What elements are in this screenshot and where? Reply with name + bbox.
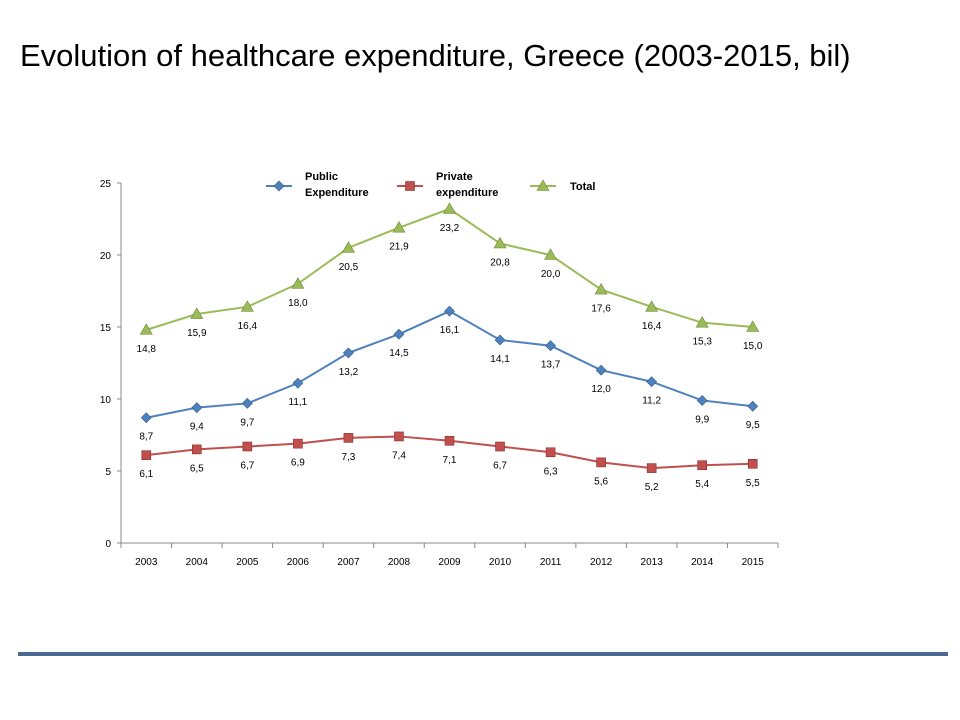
- data-label: 5,2: [645, 482, 659, 493]
- data-label: 21,9: [389, 242, 409, 253]
- data-point: [293, 378, 303, 388]
- data-label: 11,1: [289, 397, 308, 408]
- data-label: 15,9: [187, 328, 207, 339]
- data-point: [241, 301, 253, 312]
- line-chart: 0 5 10 15 20 25 2003 2004 2005 2006 2007 2008 2009 20…: [0, 0, 960, 720]
- data-label: 16,1: [440, 325, 460, 336]
- data-label: 9,5: [746, 420, 760, 431]
- data-label: 9,9: [695, 414, 709, 425]
- data-point: [647, 377, 657, 387]
- data-point: [292, 278, 304, 289]
- y-tick-label: 10: [100, 395, 112, 406]
- legend-marker: [274, 181, 284, 191]
- bottom-divider: [18, 652, 948, 656]
- data-label: 13,7: [541, 360, 561, 371]
- data-point: [546, 341, 556, 351]
- data-label: 18,0: [288, 298, 308, 309]
- y-tick-label: 25: [100, 179, 112, 190]
- data-label: 9,7: [240, 417, 254, 428]
- y-tick-label: 0: [105, 539, 111, 550]
- x-tick-label: 2013: [641, 557, 664, 568]
- data-point: [394, 329, 404, 339]
- legend-label: Total: [570, 181, 595, 193]
- data-label: 6,7: [240, 461, 254, 472]
- data-label: 20,0: [541, 269, 561, 280]
- data-label: 13,2: [339, 367, 359, 378]
- x-tick-label: 2011: [540, 557, 562, 568]
- data-label: 15,3: [692, 337, 712, 348]
- data-label: 14,1: [490, 354, 510, 365]
- data-label: 6,5: [190, 463, 204, 474]
- data-point: [445, 436, 454, 445]
- legend-label: Public: [305, 171, 338, 183]
- data-point: [748, 401, 758, 411]
- data-point: [495, 335, 505, 345]
- data-label: 5,5: [746, 478, 760, 489]
- data-point: [141, 413, 151, 423]
- y-tick-label: 15: [100, 323, 112, 334]
- data-label: 5,6: [594, 476, 608, 487]
- data-point: [597, 458, 606, 467]
- data-point: [343, 348, 353, 358]
- data-label: 14,8: [137, 344, 157, 355]
- data-point: [697, 395, 707, 405]
- data-point: [142, 451, 151, 460]
- data-label: 6,3: [544, 466, 558, 477]
- data-point: [344, 433, 353, 442]
- data-point: [394, 432, 403, 441]
- data-point: [192, 403, 202, 413]
- data-point: [496, 442, 505, 451]
- data-point: [192, 445, 201, 454]
- data-point: [494, 237, 506, 248]
- data-point: [444, 203, 456, 214]
- x-tick-label: 2010: [489, 557, 512, 568]
- data-label: 23,2: [440, 223, 460, 234]
- legend-label: Private: [436, 171, 473, 183]
- data-label: 16,4: [642, 321, 662, 332]
- x-tick-label: 2012: [590, 557, 613, 568]
- data-label: 6,7: [493, 461, 507, 472]
- data-point: [445, 306, 455, 316]
- data-label: 9,4: [190, 422, 204, 433]
- data-label: 20,5: [339, 262, 359, 273]
- data-label: 7,3: [341, 452, 355, 463]
- y-tick-label: 5: [105, 467, 111, 478]
- data-point: [293, 439, 302, 448]
- data-point: [596, 365, 606, 375]
- data-label: 16,4: [238, 321, 258, 332]
- data-label: 15,0: [743, 341, 763, 352]
- data-label: 6,1: [139, 469, 153, 480]
- data-label: 12,0: [591, 384, 611, 395]
- y-tick-label: 20: [100, 251, 112, 262]
- data-label: 14,5: [389, 348, 409, 359]
- data-point: [546, 448, 555, 457]
- x-tick-label: 2015: [742, 557, 765, 568]
- legend-marker: [406, 182, 415, 191]
- x-tick-label: 2005: [236, 557, 259, 568]
- data-point: [748, 459, 757, 468]
- legend-label: expenditure: [436, 187, 498, 199]
- x-tick-label: 2009: [438, 557, 461, 568]
- x-tick-label: 2006: [287, 557, 310, 568]
- legend-label: Expenditure: [305, 187, 369, 199]
- data-label: 17,6: [591, 304, 611, 315]
- x-tick-label: 2007: [337, 557, 360, 568]
- data-point: [242, 398, 252, 408]
- data-label: 7,1: [443, 455, 457, 466]
- x-tick-label: 2004: [186, 557, 209, 568]
- data-label: 11,2: [642, 396, 661, 407]
- data-label: 7,4: [392, 450, 406, 461]
- x-tick-label: 2008: [388, 557, 411, 568]
- data-label: 20,8: [490, 257, 510, 268]
- data-point: [595, 284, 607, 295]
- data-label: 8,7: [139, 432, 153, 443]
- x-tick-label: 2014: [691, 557, 714, 568]
- data-label: 6,9: [291, 458, 305, 469]
- data-point: [243, 442, 252, 451]
- data-point: [698, 461, 707, 470]
- data-point: [647, 464, 656, 473]
- x-tick-label: 2003: [135, 557, 158, 568]
- data-label: 5,4: [695, 479, 709, 490]
